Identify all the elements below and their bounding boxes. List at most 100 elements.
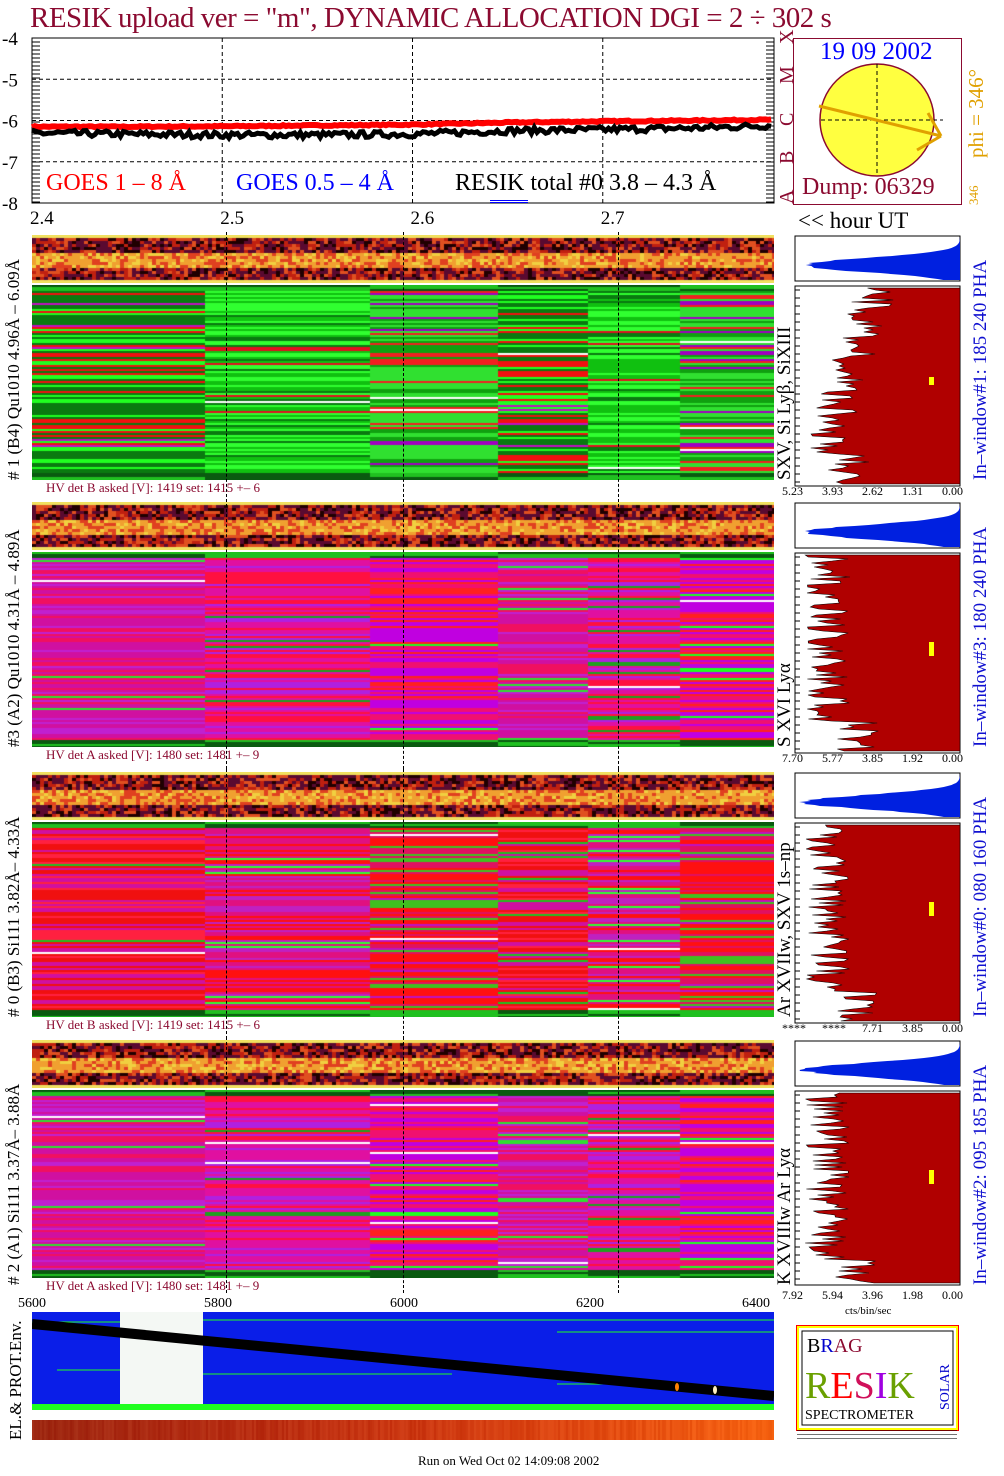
window-label: In–window#1: 185 240 PHA <box>970 259 991 480</box>
svg-text:SPECTROMETER: SPECTROMETER <box>805 1408 915 1423</box>
hist-tick-label: 7.70 <box>782 751 803 765</box>
hist-tick-label: 5.77 <box>822 751 843 765</box>
resik-legend-line <box>490 200 528 203</box>
env-x-tick: 5600 <box>18 1296 46 1311</box>
dump-number: Dump: 06329 <box>802 174 935 200</box>
detector-label: # 1 (B4) Qu1010 4.96Å – 6.09Å <box>4 259 23 480</box>
y-tick-label: -8 <box>2 194 18 215</box>
phi-angle: phi = 346° <box>964 68 988 158</box>
x-tick-label: 2.6 <box>410 208 435 229</box>
detector-label: # 0 (B3) Si111 3.82Å– 4.33Å <box>4 816 23 1017</box>
pha-histogram <box>794 235 961 487</box>
series-resik <box>31 121 772 143</box>
time-gridline <box>403 769 404 1039</box>
hist-tick-label: 0.00 <box>942 1288 963 1302</box>
window-marker <box>929 902 934 916</box>
hist-main-fill <box>805 1092 961 1284</box>
time-gridline <box>618 499 619 769</box>
window-marker <box>929 642 934 656</box>
detector-label: # 2 (A1) Si111 3.37Å– 3.88Å <box>4 1083 23 1285</box>
hv-status: HV det A asked [V]: 1480 set: 1481 +– 9 <box>46 747 260 762</box>
svg-text:BRAG: BRAG <box>807 1335 863 1357</box>
hist-tick-label: **** <box>822 1021 846 1035</box>
y-tick-label: -4 <box>2 30 18 50</box>
sun-box <box>793 38 962 205</box>
window-label: In–window#0: 080 160 PHA <box>970 796 991 1017</box>
time-gridline <box>618 232 619 502</box>
window-marker <box>929 1170 934 1184</box>
time-gridline <box>618 1037 619 1293</box>
hist-top-fill <box>805 504 960 547</box>
hist-top-fill <box>799 1042 960 1085</box>
env-x-tick: 6400 <box>742 1296 770 1311</box>
hist-tick-label: 3.93 <box>822 484 843 498</box>
time-gridline <box>226 1037 227 1293</box>
env-x-tick: 6000 <box>390 1296 418 1311</box>
pha-histogram <box>794 502 961 754</box>
pha-histogram <box>794 772 961 1024</box>
env-x-tick: 5800 <box>204 1296 232 1311</box>
x-tick-label: 2.4 <box>30 208 54 229</box>
hist-main-fill <box>810 287 961 485</box>
hist-top-fill <box>799 774 960 817</box>
window-label: In–window#2: 095 185 PHA <box>970 1064 991 1285</box>
phi-small: 346 <box>966 185 981 206</box>
hist-tick-label: 0.00 <box>942 484 963 498</box>
hist-tick-label: **** <box>782 1021 806 1035</box>
hist-main-fill <box>804 554 961 752</box>
detector-label: #3 (A2) Qu1010 4.31Å – 4.89Å <box>4 529 23 747</box>
pha-histogram <box>794 1040 961 1286</box>
hist-tick-label: 3.96 <box>862 1288 883 1302</box>
hist-tick-label: 5.94 <box>822 1288 843 1302</box>
hist-tick-label: 0.00 <box>942 751 963 765</box>
hv-status: HV det A asked [V]: 1480 set: 1481 +– 9 <box>46 1278 260 1293</box>
legend-goes-short: GOES 0.5 – 4 Å <box>236 170 395 196</box>
page-title: RESIK upload ver = "m", DYNAMIC ALLOCATI… <box>30 2 832 34</box>
time-gridline <box>226 769 227 1039</box>
hist-tick-label: 1.98 <box>902 1288 923 1302</box>
hour-ut-label: << hour UT <box>798 208 909 233</box>
legend-goes-long: GOES 1 – 8 Å <box>46 170 187 196</box>
hist-tick-label: 7.92 <box>782 1288 803 1302</box>
window-label: In–window#3: 180 240 PHA <box>970 526 991 747</box>
time-gridline <box>226 499 227 769</box>
hv-status: HV det B asked [V]: 1419 set: 1415 +– 6 <box>46 480 260 495</box>
svg-text:RESIK: RESIK <box>805 1365 915 1407</box>
hist-tick-label: 5.23 <box>782 484 803 498</box>
hv-status: HV det B asked [V]: 1419 set: 1415 +– 6 <box>46 1017 260 1032</box>
env-plot <box>32 1312 774 1410</box>
time-gridline <box>618 769 619 1039</box>
svg-text:SOLAR: SOLAR <box>938 1363 953 1410</box>
time-gridline <box>403 1037 404 1293</box>
logo-fineprint <box>797 1430 957 1442</box>
series-goes-long <box>30 116 772 131</box>
hist-tick-label: 3.85 <box>902 1021 923 1035</box>
legend-resik: RESIK total #0 3.8 – 4.3 Å <box>455 170 717 196</box>
run-timestamp: Run on Wed Oct 02 14:09:08 2002 <box>418 1453 600 1468</box>
hist-top-fill <box>805 237 960 280</box>
x-tick-label: 2.7 <box>600 208 625 229</box>
hist-tick-label: 1.92 <box>902 751 923 765</box>
logo-graphic: BRAG RESIK SOLAR SPECTROMETER <box>801 1330 954 1426</box>
y-tick-label: -5 <box>2 70 18 91</box>
hist-tick-label: 2.62 <box>862 484 883 498</box>
env-label: EL.& PROT.Env. <box>6 1320 25 1440</box>
time-gridline <box>226 232 227 502</box>
hist-tick-label: 7.71 <box>862 1021 883 1035</box>
hist-xlabel: cts/bin/sec <box>845 1305 892 1317</box>
time-gridline <box>403 232 404 502</box>
hist-tick-label: 1.31 <box>902 484 923 498</box>
hist-main-fill <box>805 824 961 1022</box>
lightcurve-plot: -4 -5 -6 -7 -8 <box>2 30 775 215</box>
hist-tick-label: 0.00 <box>942 1021 963 1035</box>
window-marker <box>929 377 934 385</box>
colorbar <box>32 1420 774 1440</box>
env-x-tick: 6200 <box>576 1296 604 1311</box>
sun-date: 19 09 2002 <box>820 38 933 65</box>
hist-tick-label: 3.85 <box>862 751 883 765</box>
y-tick-label: -6 <box>2 112 18 133</box>
x-tick-label: 2.5 <box>220 208 244 229</box>
y-tick-label: -7 <box>2 153 18 174</box>
sun-disk-icon <box>818 63 943 177</box>
